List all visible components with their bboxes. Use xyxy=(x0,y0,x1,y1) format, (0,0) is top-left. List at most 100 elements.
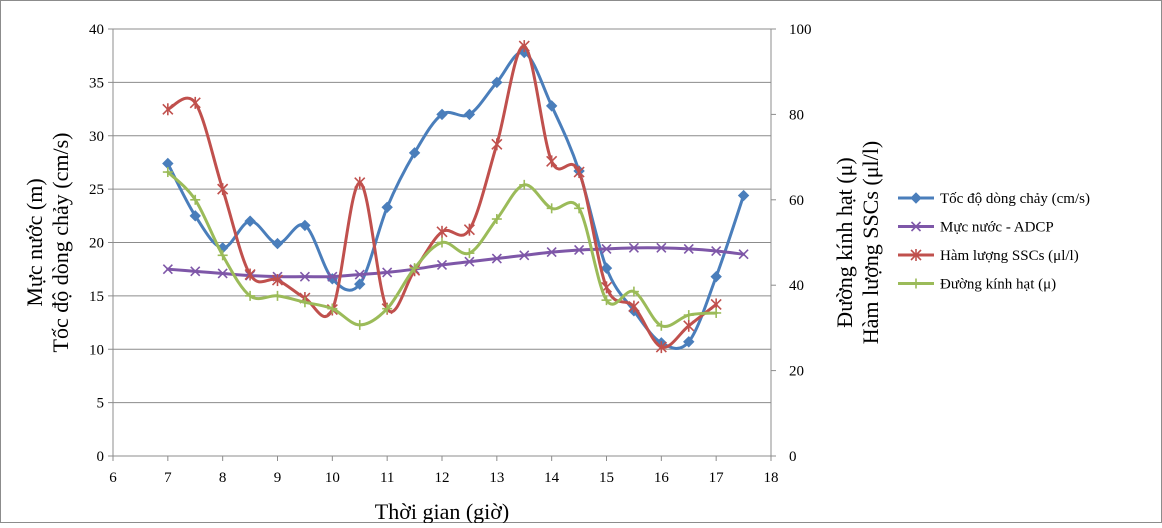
axis-labels: Thời gian (giờ) Mực nước (m) Tốc độ dòng… xyxy=(22,133,883,524)
x-tick-label: 18 xyxy=(764,470,779,486)
data-point-diamond xyxy=(710,270,722,283)
data-point-star xyxy=(573,166,585,179)
data-point-star xyxy=(683,319,695,332)
data-point-x xyxy=(711,245,722,257)
data-point-diamond xyxy=(683,336,695,348)
y-right-title-line-1: Đường kính hạt (μ) xyxy=(832,157,857,327)
x-tick-label: 14 xyxy=(544,470,560,486)
data-point-x xyxy=(574,244,585,256)
data-point-x xyxy=(683,243,694,254)
y-left-tick-label: 25 xyxy=(89,182,104,198)
data-point-plus xyxy=(519,179,530,190)
y-right-tick-label: 20 xyxy=(789,364,804,380)
data-point-x xyxy=(217,268,228,279)
data-point-plus xyxy=(354,319,365,330)
data-point-x xyxy=(738,249,749,260)
y-left-tick-label: 20 xyxy=(89,236,104,252)
x-tick-label: 11 xyxy=(380,470,394,486)
data-point-plus xyxy=(628,286,639,297)
data-point-plus xyxy=(656,320,667,331)
data-point-star xyxy=(655,341,667,354)
data-point-x xyxy=(546,247,557,258)
x-tick-label: 12 xyxy=(435,470,450,486)
x-tick-label: 7 xyxy=(164,470,172,486)
data-point-plus xyxy=(272,290,283,301)
data-point-diamond xyxy=(910,192,922,204)
data-point-diamond xyxy=(244,215,256,227)
x-tick-label: 8 xyxy=(219,470,227,486)
x-tick-label: 15 xyxy=(599,470,614,486)
data-point-diamond xyxy=(354,278,366,290)
data-point-diamond xyxy=(491,76,503,89)
data-point-x xyxy=(491,253,502,264)
data-point-plus xyxy=(409,263,420,274)
data-point-plus xyxy=(437,237,447,248)
legend-item: Tốc độ dòng chảy (cm/s) xyxy=(898,191,1090,207)
data-point-star xyxy=(217,183,229,196)
legend-item: Đường kính hạt (μ) xyxy=(898,277,1056,293)
y-right-tick-label: 60 xyxy=(789,193,804,209)
data-point-plus xyxy=(327,303,338,314)
y-left-title-line-2: Tốc độ dòng chảy (cm/s) xyxy=(48,133,73,353)
x-tick-label: 10 xyxy=(325,470,340,486)
data-point-plus xyxy=(546,203,557,214)
y-left-title-line-1: Mực nước (m) xyxy=(22,178,47,306)
data-point-x xyxy=(436,259,448,270)
y-left-tick-label: 15 xyxy=(89,289,104,305)
legend-label: Hàm lượng SSCs (μl/l) xyxy=(940,248,1079,264)
data-point-plus xyxy=(574,203,585,214)
data-point-plus xyxy=(911,278,921,289)
data-point-plus xyxy=(683,310,694,321)
data-point-plus xyxy=(491,214,502,225)
data-point-star xyxy=(271,274,284,287)
x-tick-label: 6 xyxy=(109,470,117,486)
data-point-plus xyxy=(711,307,722,318)
data-point-x xyxy=(601,243,612,254)
series-layer xyxy=(162,40,750,354)
data-point-star xyxy=(518,40,530,53)
series-4 xyxy=(162,167,722,331)
y-right-tick-label: 40 xyxy=(789,278,804,294)
data-point-star xyxy=(162,103,174,116)
data-point-star xyxy=(354,176,366,189)
y-left-tick-label: 35 xyxy=(89,75,104,91)
data-point-diamond xyxy=(189,210,201,222)
data-point-plus xyxy=(245,290,256,301)
data-point-plus xyxy=(299,297,310,308)
y-right-tick-label: 100 xyxy=(789,22,812,38)
series-line xyxy=(166,246,746,279)
data-point-plus xyxy=(190,194,201,205)
data-point-diamond xyxy=(381,201,393,213)
data-point-diamond xyxy=(271,237,284,250)
legend-label: Tốc độ dòng chảy (cm/s) xyxy=(940,191,1090,207)
legend: Tốc độ dòng chảy (cm/s) Mực nước - ADCP Hà… xyxy=(898,191,1090,293)
data-point-x xyxy=(382,267,393,278)
data-point-plus xyxy=(382,303,393,314)
y-left-tick-label: 30 xyxy=(89,129,104,145)
y-right-tick-label: 80 xyxy=(789,107,804,123)
y-left-tick-label: 5 xyxy=(97,396,105,412)
x-tick-label: 9 xyxy=(274,470,282,486)
data-point-star xyxy=(244,268,256,281)
data-point-x xyxy=(464,256,475,267)
data-point-diamond xyxy=(463,108,476,121)
data-point-diamond xyxy=(408,147,421,159)
data-point-plus xyxy=(601,295,612,306)
y-right-tick-label: 0 xyxy=(789,449,797,465)
x-tick-label: 17 xyxy=(709,470,725,486)
data-point-x xyxy=(519,250,530,261)
legend-item: Mực nước - ADCP xyxy=(898,220,1054,236)
legend-label: Mực nước - ADCP xyxy=(940,220,1054,236)
data-point-x xyxy=(190,266,201,277)
y-right-title-line-2: Hàm lượng SSCs (μl/l) xyxy=(858,141,883,344)
data-point-x xyxy=(910,221,922,232)
data-point-x xyxy=(354,269,365,280)
data-point-star xyxy=(463,223,475,236)
axes: 0 5 10 15 20 25 30 35 40 0 20 40 60 80 100 6 7 8 9 10 11 12 13… xyxy=(89,22,812,486)
data-point-diamond xyxy=(545,100,558,112)
data-point-x xyxy=(656,242,667,253)
data-point-star xyxy=(436,225,448,238)
